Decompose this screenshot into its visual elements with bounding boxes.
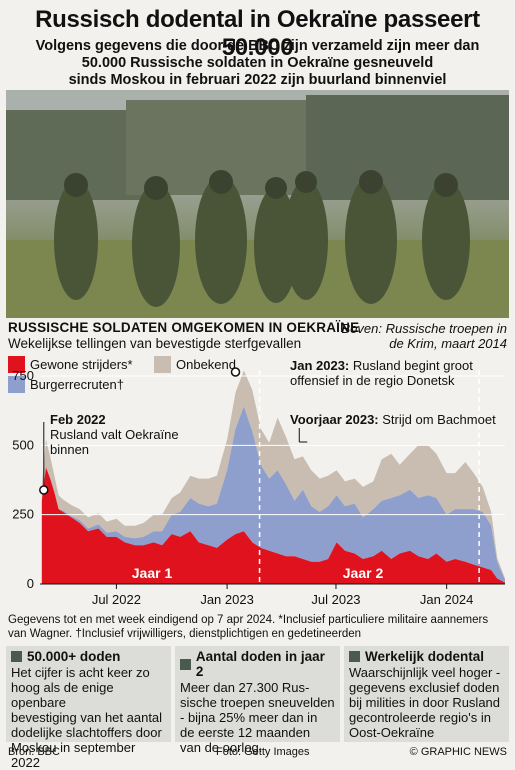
fact-box-line: Waarschijnlijk veel hoger - bbox=[349, 665, 501, 680]
y-tick-label: 500 bbox=[12, 437, 34, 452]
annotation-feb-2022-line: binnen bbox=[50, 442, 90, 457]
fact-box-line: sische troepen sneuvelden bbox=[180, 695, 335, 710]
fact-box-line: bevestiging van het aantal bbox=[11, 710, 163, 725]
fact-box-line: hoog als de enige openbare bbox=[11, 680, 114, 710]
legend-label-onbekend: Onbekend bbox=[176, 357, 236, 372]
y-tick-label: 750 bbox=[12, 368, 34, 383]
marker-jan-2023 bbox=[230, 367, 241, 377]
legend-swatch-gewone bbox=[8, 356, 25, 373]
square-icon bbox=[11, 651, 22, 662]
chart-title: RUSSISCHE SOLDATEN OMGEKOMEN IN OEKRAÏNE bbox=[8, 320, 360, 335]
year-label-1: Jaar 1 bbox=[132, 565, 173, 581]
fact-box-title: Werkelijk dodental bbox=[365, 649, 485, 664]
x-tick-label: Jan 2024 bbox=[420, 592, 474, 607]
annotation-voorjaar-text: Strijd om Bachmoet bbox=[378, 412, 496, 427]
legend-label-burger: Burgerrecruten† bbox=[30, 377, 124, 392]
fact-box-line: Het cijfer is acht keer zo bbox=[11, 665, 150, 680]
fact-box-line: bij milities in door Rusland bbox=[349, 695, 501, 710]
area-gewone-strijders bbox=[41, 467, 506, 584]
fact-box-line: dodelijke slachtoffers door bbox=[11, 725, 162, 740]
subtitle-line: 50.000 Russische soldaten in Oekraïne ge… bbox=[81, 55, 434, 71]
photo-soldiers bbox=[6, 90, 509, 318]
footnote-line: Gegevens tot en met week eindigend op 7 … bbox=[8, 614, 489, 626]
photo-caption-line: Boven: Russische troepen in bbox=[341, 321, 507, 336]
footnote-line: van Wagner. †Inclusief vrijwilligers, di… bbox=[8, 628, 362, 640]
legend-swatch-burger bbox=[8, 376, 25, 393]
year-label-2: Jaar 2 bbox=[343, 565, 384, 581]
square-icon bbox=[180, 658, 191, 670]
annotation-jan-2023-line: offensief in de regio Donetsk bbox=[290, 373, 455, 388]
fact-box-title: 50.000+ doden bbox=[27, 649, 121, 664]
photo-caption-line: de Krim, maart 2014 bbox=[389, 336, 507, 351]
legend-onbekend: Onbekend bbox=[154, 356, 236, 373]
footer-source: Bron: BBC bbox=[8, 746, 60, 758]
fact-box: Werkelijk dodental Waarschijnlijk veel h… bbox=[344, 646, 509, 742]
chart-heading: RUSSISCHE SOLDATEN OMGEKOMEN IN OEKRAÏNE… bbox=[8, 320, 359, 351]
x-tick-label: Jul 2023 bbox=[311, 592, 360, 607]
subtitle: Volgens gegevens die door de BBC zijn ve… bbox=[10, 38, 505, 89]
fact-box-line: Oost-Oekraïne bbox=[349, 725, 435, 740]
fact-box-line: - bijna 25% meer dan in bbox=[180, 710, 318, 725]
fact-box-title: Aantal doden in jaar 2 bbox=[195, 649, 325, 679]
x-tick-label: Jan 2023 bbox=[200, 592, 254, 607]
fact-box-line: gegevens exclusief doden bbox=[349, 680, 500, 695]
fact-box: Aantal doden in jaar 2 Meer dan 27.300 R… bbox=[175, 646, 340, 755]
fact-box: 50.000+ doden Het cijfer is acht keer zo… bbox=[6, 646, 171, 770]
page-title: Russisch dodental in Oekraïne passeert 5… bbox=[35, 6, 480, 61]
footnote: Gegevens tot en met week eindigend op 7 … bbox=[8, 613, 508, 641]
area-burgerrecruten bbox=[41, 406, 506, 583]
footer-credit: © GRAPHIC NEWS bbox=[409, 746, 507, 758]
legend-gewone: Gewone strijders* bbox=[8, 356, 133, 373]
annotation-voorjaar-2023: Voorjaar 2023: Strijd om Bachmoet bbox=[290, 412, 496, 427]
annotation-voorjaar-title: Voorjaar 2023: bbox=[290, 412, 379, 427]
legend-burger: Burgerrecruten† bbox=[8, 376, 124, 393]
fact-boxes: 50.000+ doden Het cijfer is acht keer zo… bbox=[6, 646, 509, 770]
y-tick-label: 0 bbox=[27, 576, 34, 591]
square-icon bbox=[349, 651, 360, 662]
annotation-jan-2023-title: Jan 2023: bbox=[290, 358, 350, 373]
subtitle-line: sinds Moskou in februari 2022 zijn buurl… bbox=[68, 72, 447, 88]
footer-photo-credit: Foto: Getty Images bbox=[216, 746, 310, 758]
fact-box-line: gecontroleerde regio's in bbox=[349, 710, 491, 725]
marker-feb-2022 bbox=[39, 485, 49, 495]
fact-box-line: Meer dan 27.300 Rus- bbox=[180, 680, 310, 695]
fact-box-line: van de oorlog. bbox=[180, 740, 263, 755]
subtitle-line: Volgens gegevens die door de BBC zijn ve… bbox=[35, 38, 480, 54]
legend-label-gewone: Gewone strijders* bbox=[30, 357, 133, 372]
x-tick-label: Jul 2022 bbox=[92, 592, 141, 607]
fact-box-line: de eerste 12 maanden bbox=[180, 725, 311, 740]
annotation-feb-2022-title: Feb 2022 bbox=[50, 412, 106, 427]
annotation-jan-2023-line: Rusland begint groot bbox=[349, 358, 473, 373]
chart-subtitle: Wekelijkse tellingen van bevestigde ster… bbox=[8, 336, 302, 351]
area-onbekend bbox=[41, 370, 506, 580]
chart-area: 0 250 500 750 Jul 2022 Jan 2023 Jul 2023 Jan 20… bbox=[12, 367, 506, 607]
annotation-jan-2023: Jan 2023: Rusland begint groot offensief… bbox=[290, 358, 473, 388]
y-tick-label: 250 bbox=[12, 507, 34, 522]
photo-illustration bbox=[6, 90, 509, 318]
annotation-feb-2022-line: Rusland valt Oekraïne bbox=[50, 427, 179, 442]
annotation-feb-2022: Feb 2022 Rusland valt Oekraïne binnen bbox=[50, 412, 179, 457]
legend-swatch-onbekend bbox=[154, 356, 171, 373]
photo-caption: Boven: Russische troepen in de Krim, maa… bbox=[337, 321, 507, 351]
